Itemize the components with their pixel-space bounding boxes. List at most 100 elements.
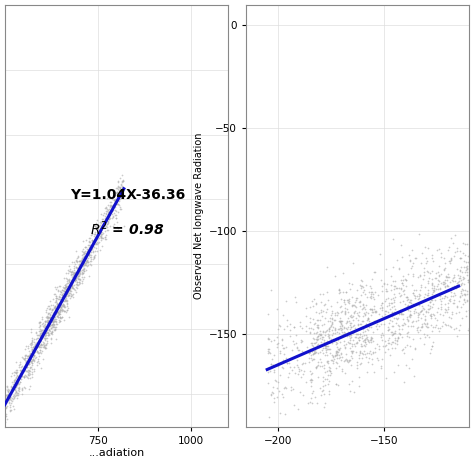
Point	[280, 344, 287, 352]
Point	[353, 326, 360, 334]
Point	[82, 266, 90, 274]
Point	[367, 335, 374, 342]
Point	[309, 387, 317, 395]
Point	[49, 320, 57, 328]
Point	[47, 314, 55, 321]
Point	[378, 336, 386, 344]
Point	[391, 339, 399, 347]
Point	[105, 210, 113, 218]
Point	[56, 290, 64, 298]
Point	[323, 264, 331, 271]
Point	[356, 302, 364, 310]
Point	[306, 328, 314, 335]
Point	[456, 266, 464, 274]
Point	[276, 409, 283, 416]
Point	[391, 290, 398, 298]
Point	[390, 302, 398, 310]
Point	[93, 234, 100, 241]
Point	[64, 284, 72, 292]
Point	[75, 257, 82, 264]
Point	[96, 218, 104, 226]
Point	[329, 323, 337, 330]
Point	[337, 317, 345, 324]
Point	[65, 262, 73, 270]
Point	[55, 310, 63, 317]
Point	[344, 296, 352, 304]
Point	[82, 243, 89, 251]
Point	[282, 410, 289, 418]
Point	[35, 327, 43, 335]
Point	[90, 238, 98, 246]
Point	[13, 380, 20, 388]
Point	[280, 356, 287, 364]
Point	[60, 293, 67, 301]
Point	[452, 283, 460, 290]
Point	[321, 344, 329, 351]
Point	[285, 369, 292, 377]
Point	[15, 391, 22, 399]
Point	[337, 320, 345, 328]
Point	[346, 326, 354, 333]
Point	[288, 346, 296, 354]
Point	[449, 278, 457, 285]
Point	[387, 295, 394, 302]
Point	[364, 337, 372, 345]
Point	[333, 349, 340, 357]
Point	[393, 284, 401, 292]
Point	[63, 294, 70, 302]
Point	[328, 307, 336, 314]
Point	[377, 276, 385, 283]
Point	[39, 333, 47, 340]
Point	[84, 258, 91, 265]
Point	[412, 254, 420, 262]
Point	[18, 386, 26, 393]
Point	[370, 269, 377, 276]
Point	[72, 275, 79, 283]
Point	[309, 315, 317, 323]
Point	[264, 334, 272, 342]
Point	[46, 326, 53, 334]
Point	[84, 247, 91, 255]
Point	[361, 335, 368, 343]
Point	[111, 211, 118, 219]
Point	[110, 196, 118, 204]
Point	[100, 211, 107, 219]
Point	[371, 268, 378, 275]
Point	[70, 262, 78, 270]
Point	[16, 369, 23, 377]
Point	[320, 403, 328, 411]
Point	[326, 390, 333, 398]
Point	[401, 305, 409, 313]
Point	[81, 247, 89, 255]
Point	[428, 342, 436, 349]
Point	[359, 312, 367, 319]
Point	[94, 230, 101, 238]
Point	[283, 359, 291, 367]
Point	[7, 401, 14, 409]
Point	[61, 285, 68, 292]
Point	[113, 196, 121, 203]
Point	[40, 334, 47, 342]
Point	[399, 315, 406, 322]
Point	[47, 329, 55, 337]
Point	[333, 354, 340, 361]
Point	[383, 281, 391, 288]
Point	[47, 315, 55, 323]
Point	[44, 319, 51, 326]
Point	[419, 304, 427, 312]
Point	[25, 372, 32, 379]
Point	[11, 385, 19, 392]
Point	[82, 249, 90, 257]
Point	[378, 287, 386, 294]
Point	[328, 339, 336, 347]
Point	[51, 302, 59, 310]
Point	[104, 201, 112, 209]
Point	[412, 317, 419, 325]
Point	[116, 195, 124, 203]
Point	[91, 230, 99, 237]
Point	[16, 380, 23, 387]
Point	[372, 348, 379, 356]
Point	[447, 286, 455, 293]
Point	[75, 265, 83, 273]
Point	[87, 244, 94, 252]
